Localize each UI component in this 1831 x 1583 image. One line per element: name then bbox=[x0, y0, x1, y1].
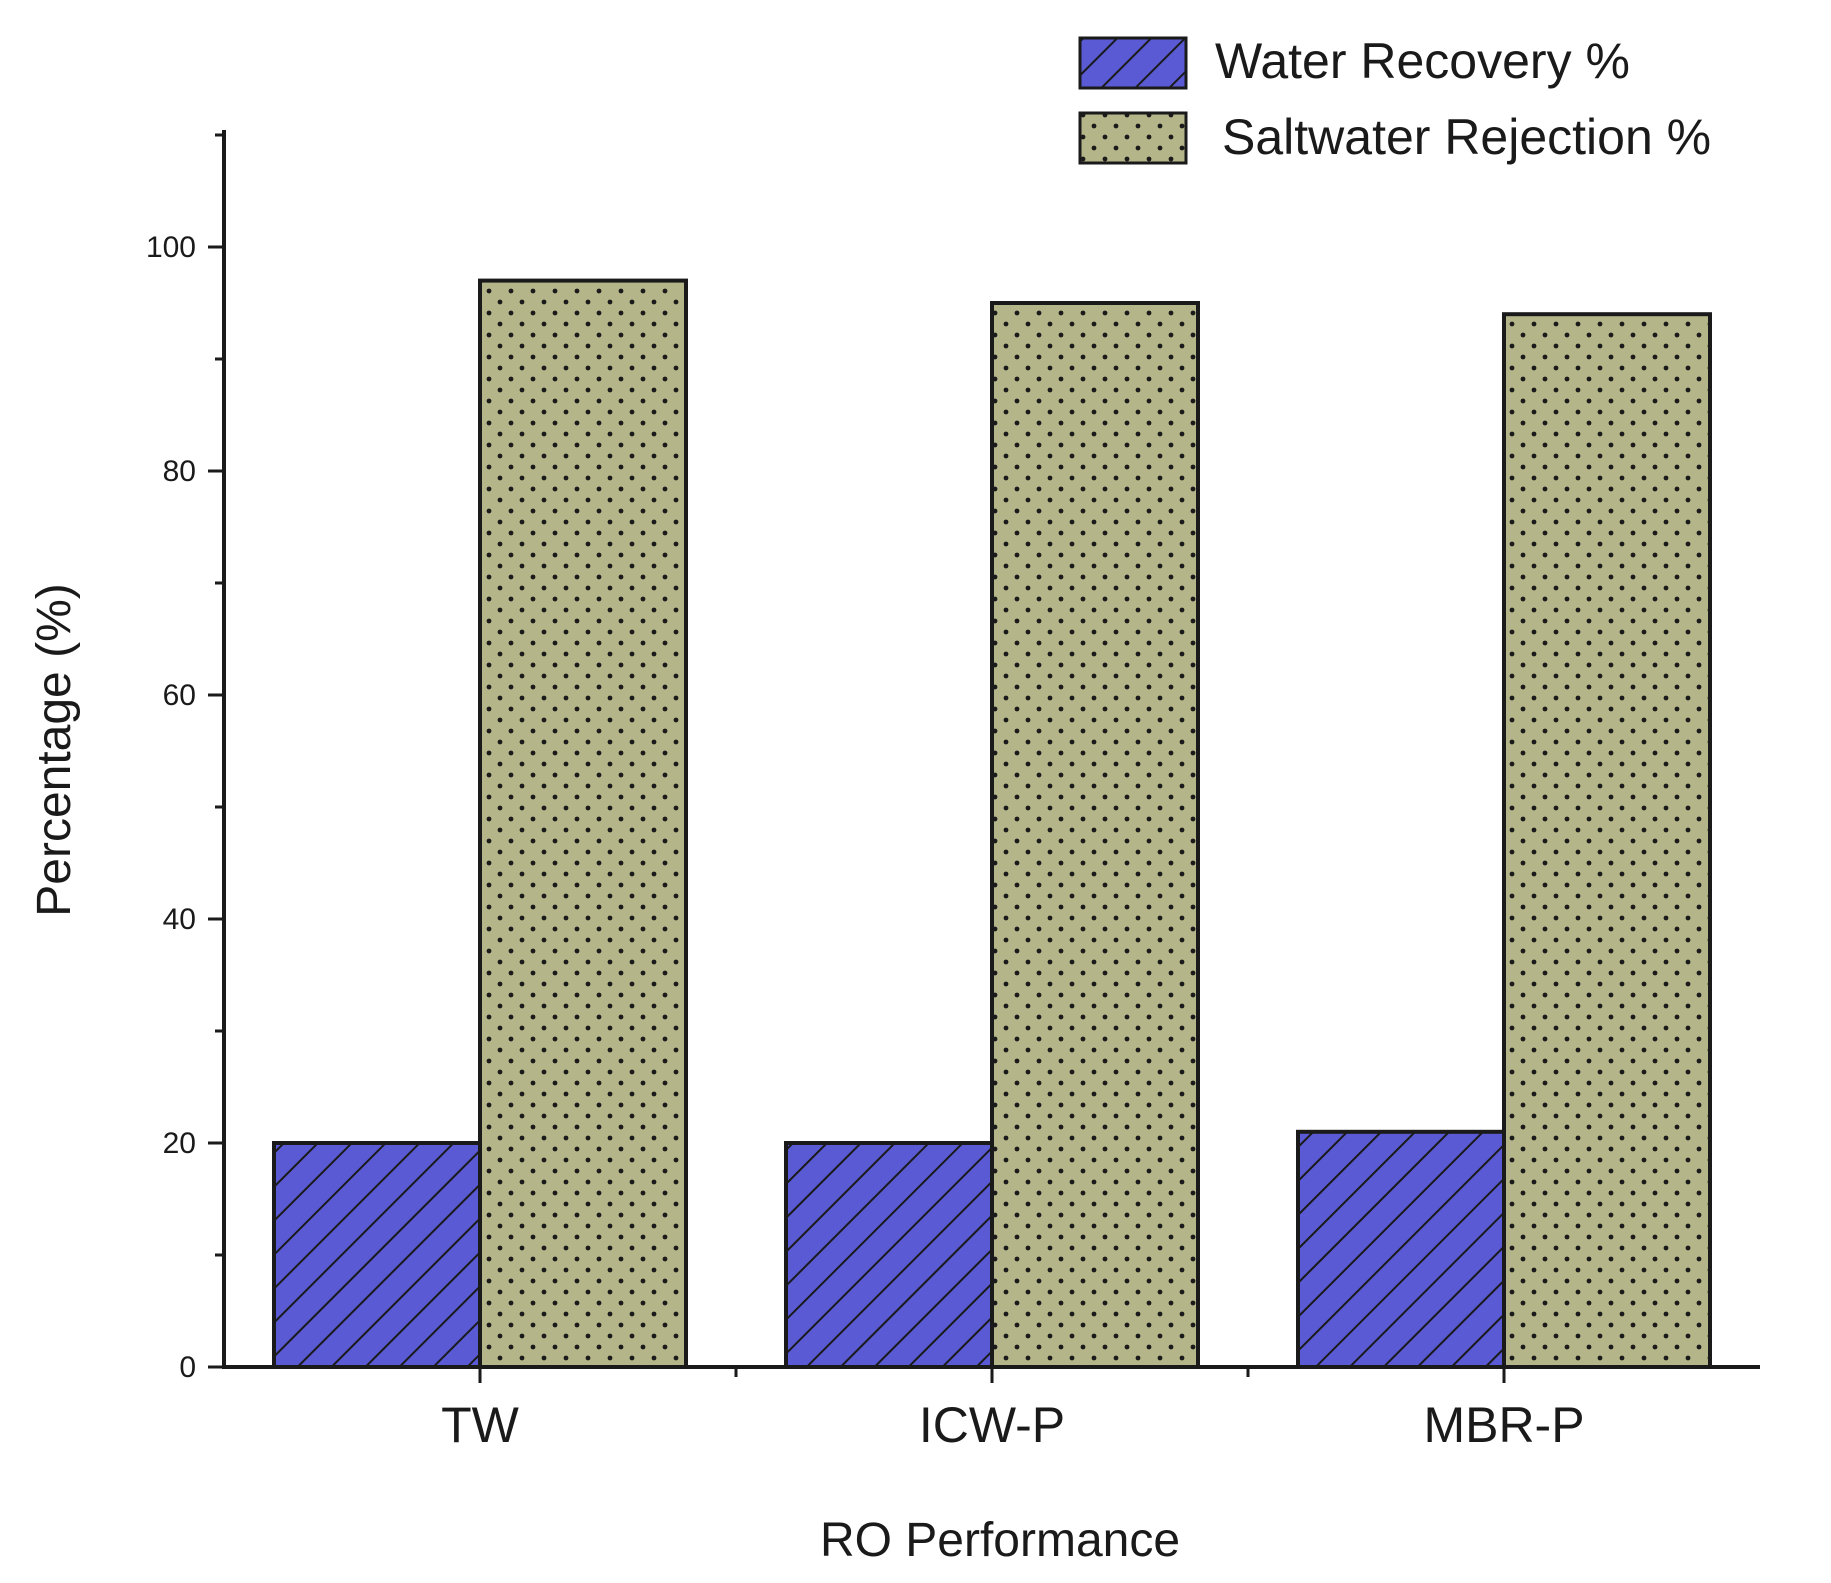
x-tick-label: ICW-P bbox=[919, 1397, 1065, 1453]
y-axis: 0 20 40 60 80 100 bbox=[146, 130, 226, 1384]
y-tick-label: 100 bbox=[146, 231, 196, 264]
bar-water-recovery-mbr-p bbox=[1296, 1129, 1506, 1370]
y-tick-label: 40 bbox=[163, 903, 196, 936]
y-tick-label: 20 bbox=[163, 1127, 196, 1160]
legend-swatch-saltwater-rejection bbox=[1078, 111, 1188, 165]
bar-saltwater-rejection-tw bbox=[478, 278, 688, 1370]
x-tick-label: TW bbox=[441, 1397, 520, 1453]
legend-label-saltwater-rejection: Saltwater Rejection % bbox=[1222, 109, 1711, 165]
bars bbox=[272, 278, 1712, 1370]
legend: Water Recovery % Saltwater Rejection % bbox=[1078, 33, 1711, 165]
legend-label-water-recovery: Water Recovery % bbox=[1215, 33, 1630, 89]
bar-saltwater-rejection-mbr-p bbox=[1502, 312, 1712, 1370]
x-tick-label: MBR-P bbox=[1423, 1397, 1584, 1453]
x-axis: TW ICW-P MBR-P bbox=[222, 1365, 1760, 1453]
bar-water-recovery-icw-p bbox=[784, 1141, 994, 1369]
y-axis-title: Percentage (%) bbox=[28, 583, 81, 917]
y-tick-label: 80 bbox=[163, 455, 196, 488]
x-axis-title: RO Performance bbox=[820, 1514, 1180, 1567]
bar-water-recovery-tw bbox=[272, 1141, 482, 1369]
legend-swatch-water-recovery bbox=[1078, 36, 1188, 90]
y-tick-label: 0 bbox=[179, 1351, 196, 1384]
y-tick-label: 60 bbox=[163, 679, 196, 712]
bar-saltwater-rejection-icw-p bbox=[990, 301, 1200, 1369]
